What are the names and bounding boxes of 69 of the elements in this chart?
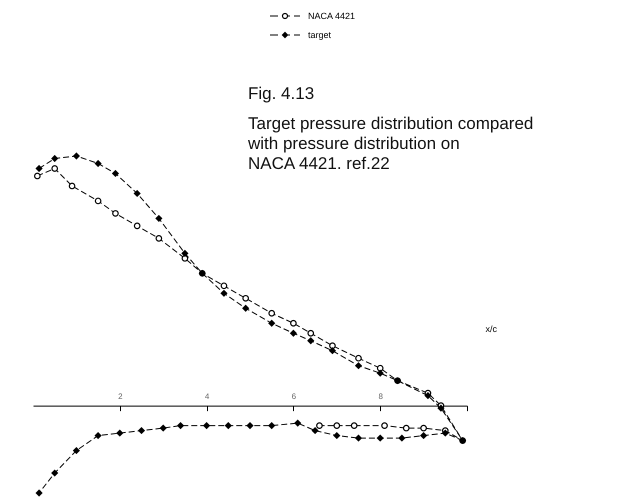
point xyxy=(376,364,384,372)
x-tick-label: 4 xyxy=(204,392,210,402)
point xyxy=(182,250,188,257)
point xyxy=(160,424,167,432)
point xyxy=(138,427,145,434)
point xyxy=(307,330,314,337)
point xyxy=(420,424,427,432)
point xyxy=(242,294,249,302)
point xyxy=(268,310,276,317)
point xyxy=(73,447,80,454)
x-tick-label: 8 xyxy=(378,392,384,402)
point xyxy=(36,165,42,172)
point xyxy=(376,434,384,442)
point xyxy=(355,434,362,442)
point xyxy=(290,320,297,327)
point xyxy=(36,490,42,496)
point xyxy=(355,354,362,362)
point xyxy=(420,432,427,439)
point xyxy=(94,160,102,167)
point xyxy=(182,255,188,262)
x-tick-label: 2 xyxy=(118,392,124,402)
chart-title: Fig. 4.13 xyxy=(248,84,314,103)
legend-label: NACA 4421 xyxy=(308,11,356,21)
point xyxy=(134,190,140,197)
point xyxy=(220,282,228,290)
point xyxy=(398,434,406,442)
point xyxy=(51,470,58,476)
chart-subtitle: Target pressure distribution compared with pressure distribution on NACA 4421. ref.22 xyxy=(247,114,534,173)
point xyxy=(376,370,384,377)
point xyxy=(307,337,314,344)
point xyxy=(350,422,358,429)
point xyxy=(246,422,254,429)
point xyxy=(34,172,41,180)
point xyxy=(94,198,102,204)
point xyxy=(438,404,444,412)
point xyxy=(268,320,276,327)
point xyxy=(94,432,102,439)
point xyxy=(312,427,318,434)
point xyxy=(329,347,336,354)
point xyxy=(68,182,76,190)
point xyxy=(203,422,210,429)
point xyxy=(424,392,432,399)
point xyxy=(156,215,162,222)
point xyxy=(442,430,449,436)
point xyxy=(329,342,336,350)
legend-label: target xyxy=(308,30,332,40)
point xyxy=(333,432,340,439)
point xyxy=(156,235,162,242)
point xyxy=(73,152,80,160)
point xyxy=(333,422,340,429)
point xyxy=(177,422,184,429)
x-axis-title: x/c xyxy=(486,324,498,334)
point xyxy=(112,170,119,177)
point xyxy=(224,422,232,429)
point xyxy=(112,210,119,217)
point xyxy=(294,420,302,426)
point xyxy=(268,422,276,429)
point xyxy=(290,330,297,337)
point xyxy=(402,424,410,432)
x-tick-label: 6 xyxy=(292,392,297,402)
point xyxy=(134,222,140,230)
point xyxy=(51,155,58,162)
point xyxy=(51,165,58,172)
point xyxy=(116,430,124,436)
point xyxy=(220,290,228,297)
point xyxy=(355,362,362,370)
point xyxy=(381,422,388,429)
point xyxy=(316,422,323,429)
point xyxy=(242,304,249,312)
